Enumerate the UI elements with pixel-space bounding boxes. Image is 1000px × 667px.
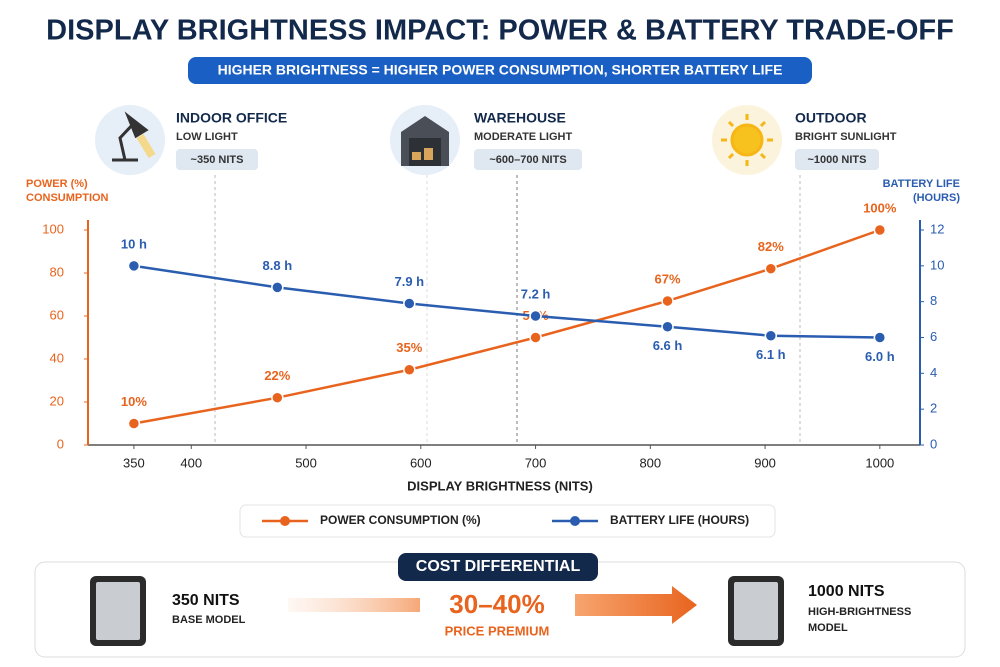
y2-axis-title: (HOURS)	[913, 192, 960, 204]
y2-tick-label: 8	[930, 293, 937, 308]
data-label: 10%	[121, 394, 147, 409]
data-point	[661, 320, 674, 333]
scenario: INDOOR OFFICE LOW LIGHT ~350 NITS	[95, 105, 287, 445]
y2-tick-label: 12	[930, 221, 944, 236]
data-label: 8.8 h	[263, 258, 293, 273]
x-tick-label: 600	[410, 455, 432, 470]
data-point	[271, 281, 284, 294]
series-line	[133, 264, 880, 339]
legend-marker	[570, 516, 580, 526]
y2-tick-label: 0	[930, 436, 937, 451]
y-tick-label: 100	[42, 221, 64, 236]
legend-label: POWER CONSUMPTION (%)	[320, 513, 481, 527]
data-point	[661, 294, 674, 308]
data-point	[873, 223, 887, 237]
title: DISPLAY BRIGHTNESS IMPACT: POWER & BATTE…	[46, 15, 954, 47]
y-tick-label: 20	[50, 393, 64, 408]
y-tick-label: 0	[57, 436, 64, 451]
data-point	[403, 297, 416, 310]
data-label: 6.1 h	[756, 347, 786, 362]
nits-pill	[176, 149, 258, 170]
scenario-subtitle: LOW LIGHT	[176, 131, 238, 143]
x-tick-label: 1000	[865, 455, 894, 470]
y2-tick-label: 4	[930, 365, 937, 380]
data-point	[764, 262, 778, 275]
lamp-icon	[112, 111, 156, 162]
high-label: HIGH-BRIGHTNESS	[808, 606, 911, 618]
data-point	[529, 309, 542, 323]
data-label: 7.9 h	[395, 274, 425, 289]
x-tick-label: 350	[123, 455, 145, 470]
scenario-title: OUTDOOR	[795, 110, 867, 126]
y-axis-title: POWER (%)	[26, 178, 88, 190]
x-tick-label: 700	[525, 455, 547, 470]
y-tick-label: 80	[50, 264, 64, 279]
data-point	[873, 331, 887, 344]
y2-tick-label: 6	[930, 329, 937, 344]
arrow	[575, 586, 697, 624]
cost-heading-pill	[398, 553, 598, 581]
base-label: BASE MODEL	[172, 614, 246, 626]
data-point	[403, 363, 416, 376]
data-point	[271, 391, 284, 404]
warehouse-icon	[401, 116, 449, 166]
data-label: 7.2 h	[521, 286, 551, 301]
legend-label: BATTERY LIFE (HOURS)	[610, 513, 749, 527]
premium-value: 30–40%	[449, 589, 544, 619]
data-point	[529, 331, 542, 344]
high-nits: 1000 NITS	[808, 583, 885, 600]
data-label: 35%	[396, 340, 422, 355]
premium-label: PRICE PREMIUM	[445, 623, 550, 638]
y-tick-label: 60	[50, 307, 64, 322]
subtitle: HIGHER BRIGHTNESS = HIGHER POWER CONSUMP…	[218, 62, 783, 78]
data-label: 82%	[758, 239, 784, 254]
y-axis-title: CONSUMPTION	[26, 192, 109, 204]
nits-pill	[795, 149, 879, 170]
tablet-icon	[90, 576, 146, 646]
y-tick-label: 40	[50, 350, 64, 365]
scenario-nits: ~350 NITS	[191, 154, 244, 166]
data-label: 10 h	[121, 236, 147, 251]
x-tick-label: 900	[754, 455, 776, 470]
y2-axis-title: BATTERY LIFE	[883, 178, 960, 190]
scenario-nits: ~600–700 NITS	[489, 154, 566, 166]
scenario-title: INDOOR OFFICE	[176, 110, 287, 126]
x-axis-title: DISPLAY BRIGHTNESS (NITS)	[407, 478, 593, 493]
y2-tick-label: 10	[930, 257, 944, 272]
subtitle-banner	[188, 57, 812, 84]
legend-marker	[280, 516, 290, 526]
scenario: WAREHOUSE MODERATE LIGHT ~600–700 NITS	[390, 105, 582, 445]
y2-tick-label: 2	[930, 401, 937, 416]
tablet-icon	[728, 576, 784, 646]
icon-bg	[95, 105, 165, 175]
legend-items: POWER CONSUMPTION (%) BATTERY LIFE (HOURS…	[262, 513, 749, 527]
gradient-bar	[288, 598, 420, 612]
nits-pill	[474, 149, 582, 170]
cost-heading: COST DIFFERENTIAL	[416, 558, 581, 575]
data-label: 6.0 h	[865, 349, 895, 364]
scenario: OUTDOOR BRIGHT SUNLIGHT ~1000 NITS	[712, 105, 897, 445]
scenario-nits: ~1000 NITS	[807, 154, 866, 166]
legend	[239, 504, 776, 538]
data-point	[127, 259, 141, 273]
scenario-title: WAREHOUSE	[474, 110, 566, 126]
scenario-subtitle: BRIGHT SUNLIGHT	[795, 131, 897, 143]
data-label: 67%	[655, 271, 681, 286]
base-nits: 350 NITS	[172, 592, 240, 609]
x-tick-label: 500	[295, 455, 317, 470]
high-label: MODEL	[808, 622, 848, 634]
data-label: 100%	[863, 200, 897, 215]
x-tick-label: 400	[180, 455, 202, 470]
sun-icon	[721, 114, 773, 166]
x-tick-label: 800	[639, 455, 661, 470]
series-line	[133, 228, 881, 425]
data-point	[127, 417, 141, 430]
data-label: 22%	[264, 368, 290, 383]
data-label: 6.6 h	[653, 338, 683, 353]
data-point	[764, 329, 778, 342]
scenario-subtitle: MODERATE LIGHT	[474, 131, 572, 143]
